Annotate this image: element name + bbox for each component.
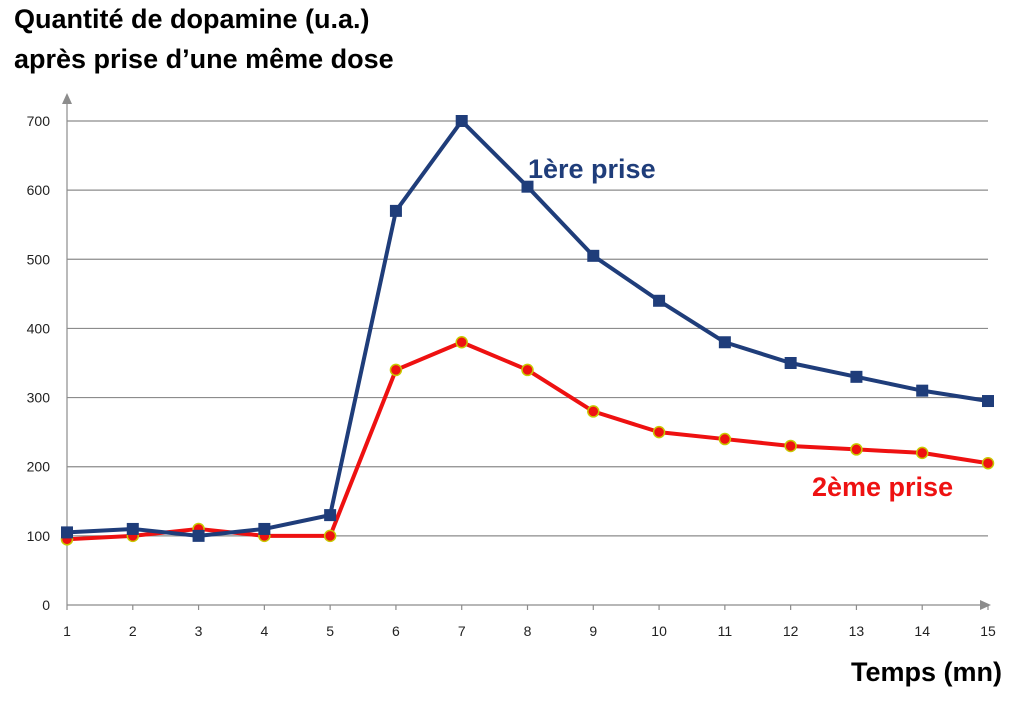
series-2-point-13 <box>850 443 863 456</box>
series-1-point-13 <box>850 370 863 383</box>
x-tick-label-2: 2 <box>129 623 137 639</box>
y-axis-arrow <box>62 93 72 104</box>
x-tick-label-15: 15 <box>980 623 996 639</box>
x-tick-label-14: 14 <box>914 623 930 639</box>
x-tick-label-4: 4 <box>260 623 268 639</box>
grid-lines <box>67 120 988 537</box>
series-1-point-1 <box>61 526 73 539</box>
x-tick-label-12: 12 <box>783 623 799 639</box>
series-2-point-11 <box>718 432 732 446</box>
x-tick-label-3: 3 <box>195 623 203 639</box>
series-1-label: 1ère prise <box>528 154 656 184</box>
y-tick-label-700: 700 <box>27 113 51 129</box>
series-1-point-3 <box>192 529 205 542</box>
y-tick-label-600: 600 <box>27 182 51 198</box>
series-1-point-8 <box>521 180 534 193</box>
x-tick-label-9: 9 <box>589 623 597 639</box>
series-2-point-15 <box>981 457 995 470</box>
series-1-point-6 <box>389 204 402 217</box>
series-1-point-12 <box>784 357 797 369</box>
series-2-point-10 <box>652 425 666 439</box>
x-tick-label-7: 7 <box>458 623 466 639</box>
series-2-point-5 <box>323 529 337 543</box>
x-tick-label-13: 13 <box>849 623 865 639</box>
series-1 <box>61 115 994 542</box>
series-1-point-11 <box>718 336 731 349</box>
series-1-point-15 <box>982 395 994 408</box>
x-tick-label-1: 1 <box>63 623 71 639</box>
series-2-point-8 <box>521 363 534 377</box>
series-2-point-7 <box>455 336 468 349</box>
axes <box>62 93 991 610</box>
data-series <box>60 115 995 546</box>
series-1-point-9 <box>587 249 600 262</box>
x-tick-label-8: 8 <box>524 623 532 639</box>
chart-title-line1: Quantité de dopamine (u.a.) <box>14 4 370 34</box>
series-2-point-6 <box>389 363 403 377</box>
series-2 <box>60 336 995 546</box>
x-tick-label-11: 11 <box>718 623 733 639</box>
series-1-point-10 <box>653 294 666 307</box>
series-1-point-7 <box>455 115 468 127</box>
series-1-point-2 <box>126 522 139 535</box>
series-1-point-14 <box>916 384 929 397</box>
y-tick-label-200: 200 <box>27 459 51 475</box>
series-1-point-5 <box>324 509 337 522</box>
y-tick-label-500: 500 <box>27 251 51 267</box>
chart-title-line2: après prise d’une même dose <box>14 44 394 74</box>
series-2-point-14 <box>915 446 929 460</box>
series-2-label: 2ème prise <box>812 472 953 502</box>
x-axis-arrow <box>980 600 991 610</box>
x-tick-labels: 1 2 3 4 5 6 7 8 9 10 11 12 13 14 15 <box>63 623 996 639</box>
y-tick-label-100: 100 <box>27 528 51 544</box>
series-1-point-4 <box>258 522 271 535</box>
x-tick-label-5: 5 <box>326 623 334 639</box>
series-2-point-12 <box>784 439 797 453</box>
x-axis-label: Temps (mn) <box>850 657 1002 687</box>
y-tick-label-0: 0 <box>42 597 50 613</box>
y-tick-label-300: 300 <box>27 390 51 406</box>
series-2-point-9 <box>587 405 600 418</box>
y-tick-label-400: 400 <box>27 320 51 336</box>
x-tick-label-6: 6 <box>392 623 400 639</box>
x-tick-label-10: 10 <box>651 623 667 639</box>
y-tick-labels: 0 100 200 300 400 500 600 700 <box>27 113 51 613</box>
series-labels: 1ère prise 2ème prise <box>528 154 953 502</box>
